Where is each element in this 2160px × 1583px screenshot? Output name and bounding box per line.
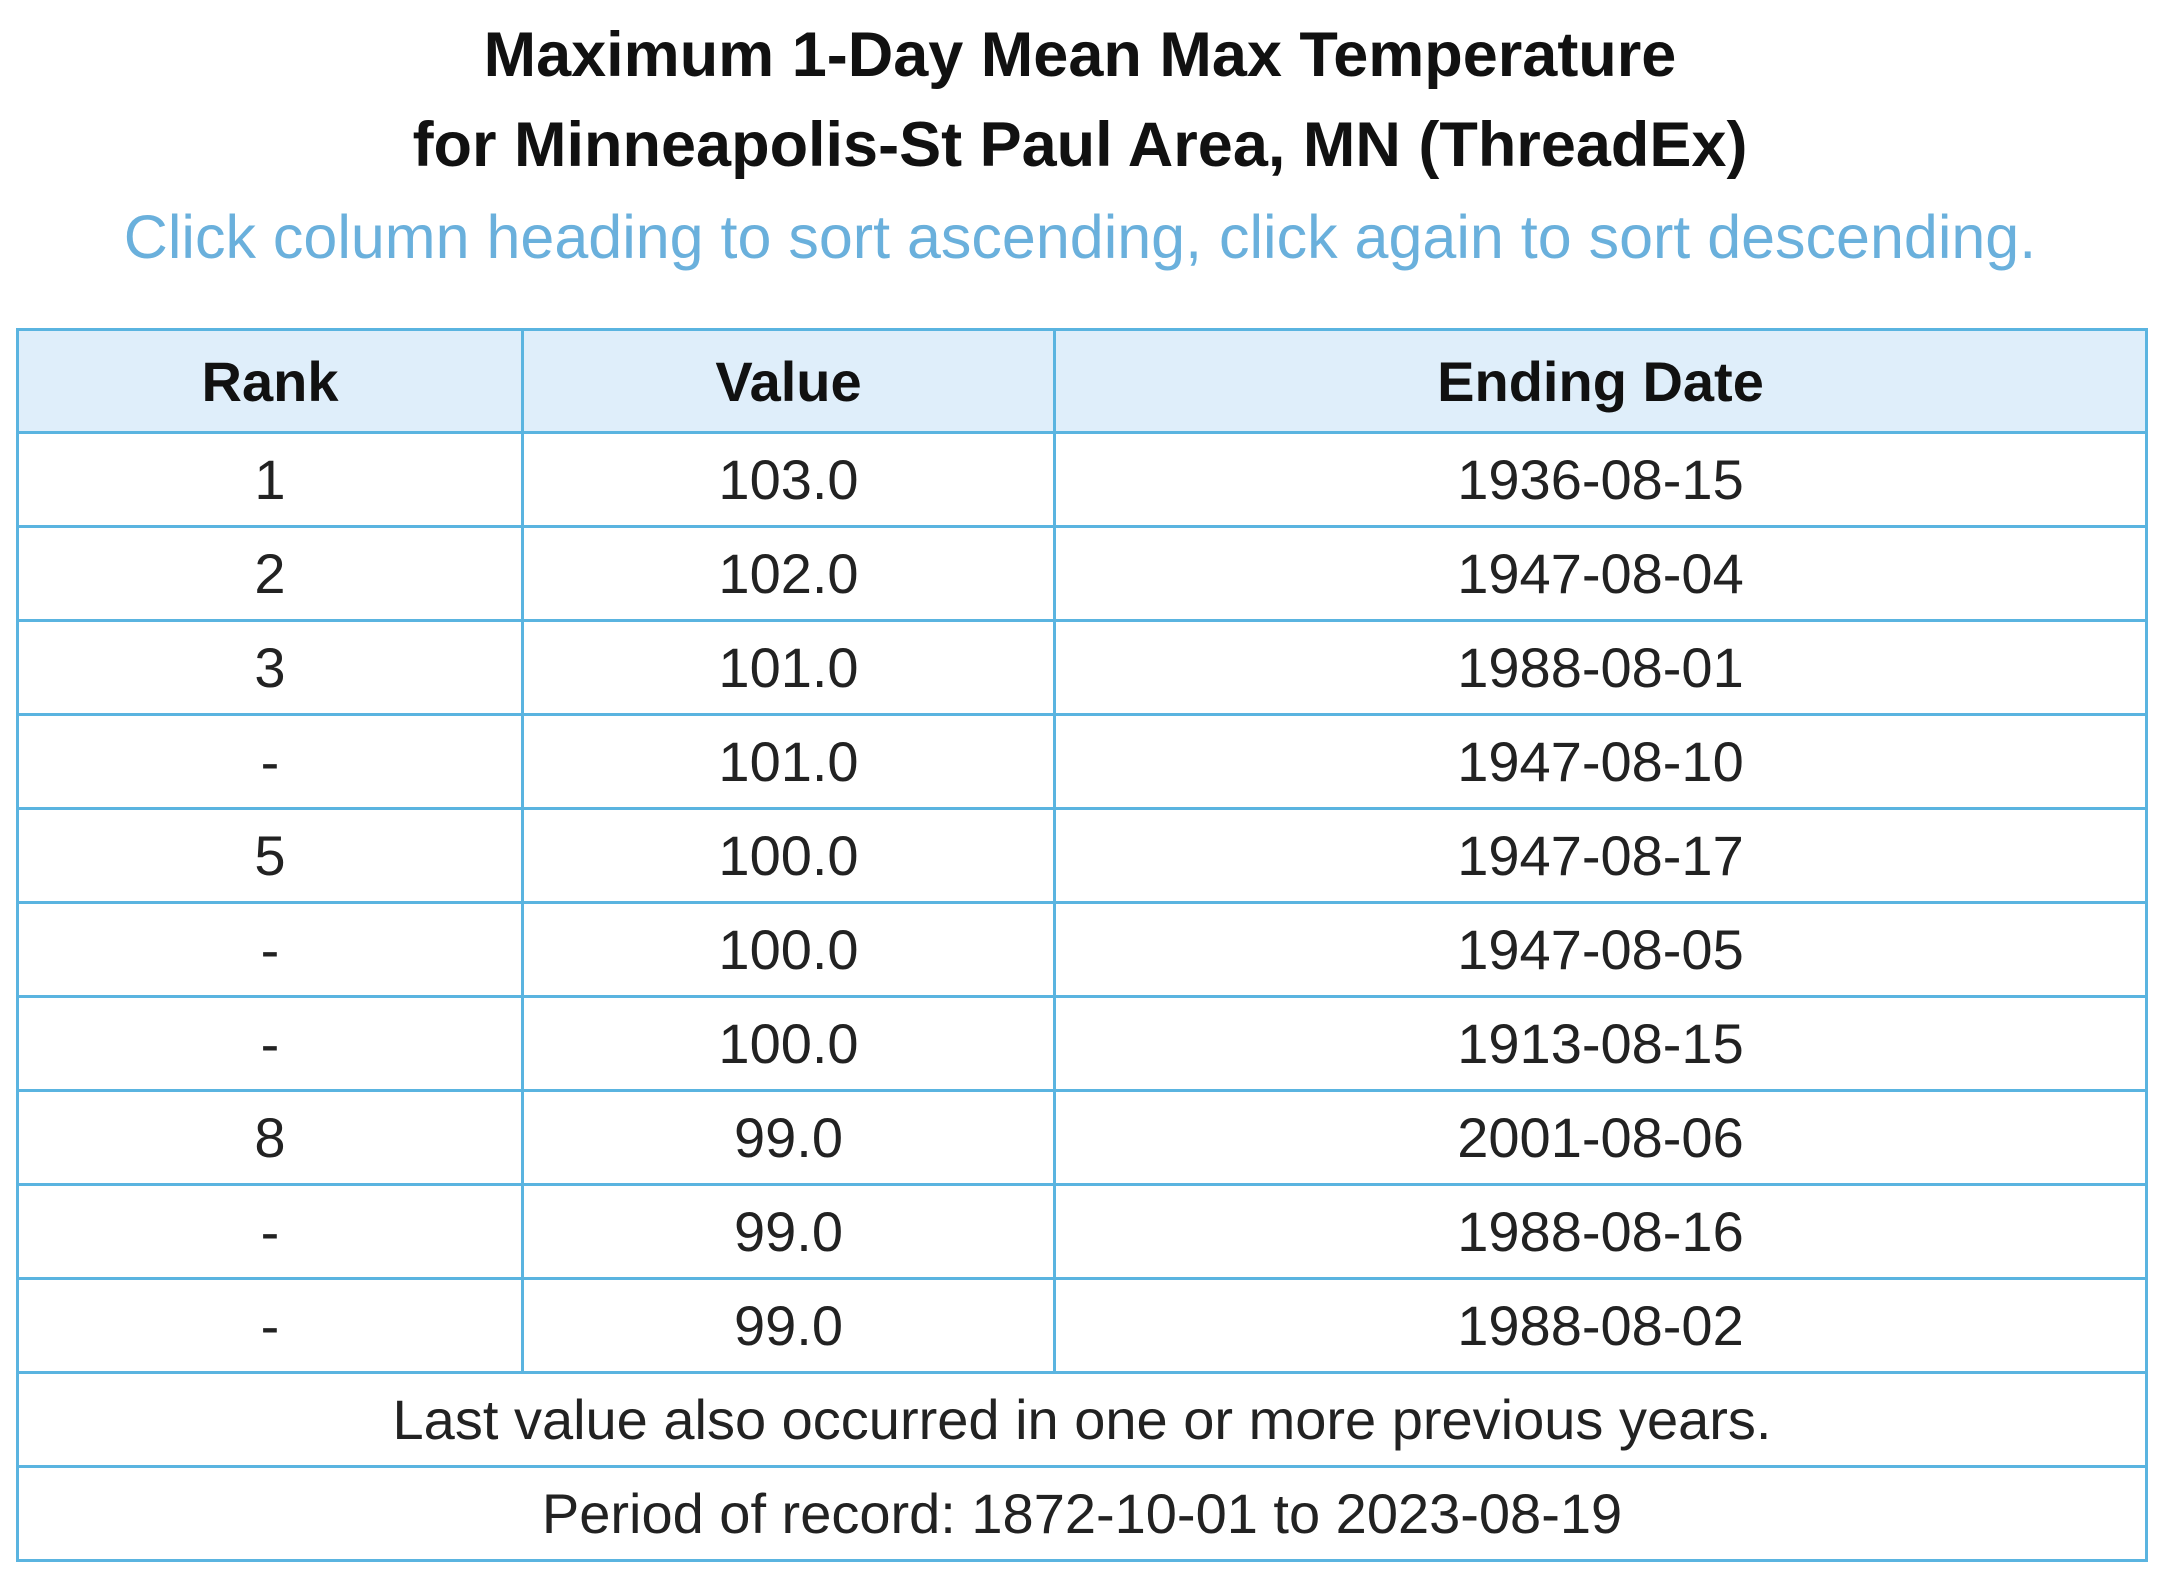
footer-note: Period of record: 1872-10-01 to 2023-08-… bbox=[16, 1465, 2148, 1562]
cell: 100.0 bbox=[521, 995, 1056, 1092]
instruction: Click column heading to sort ascending, … bbox=[123, 203, 2037, 271]
cell: 1947-08-04 bbox=[1053, 525, 2148, 622]
title-line: for Minneapolis-St Paul Area, MN (Thread… bbox=[412, 110, 1748, 180]
cell: 5 bbox=[16, 807, 524, 904]
cell: - bbox=[16, 995, 524, 1092]
cell: 101.0 bbox=[521, 619, 1056, 716]
data-row: 2 102.0 1947-08-04 bbox=[16, 525, 2148, 622]
data-row: -99.0 1988-08-02 bbox=[16, 1277, 2148, 1374]
cell: 1936-08-15 bbox=[1053, 431, 2148, 528]
column-heading[interactable]: Rank bbox=[16, 328, 524, 434]
records-table: Rank Value Ending Date 1 103.0 1936-08-15 2 10… bbox=[16, 328, 2148, 1562]
cell: 100.0 bbox=[521, 807, 1056, 904]
column-heading[interactable]: Value bbox=[521, 328, 1056, 434]
data-row: -100.0 1913-08-15 bbox=[16, 995, 2148, 1092]
cell: 1947-08-10 bbox=[1053, 713, 2148, 810]
cell: 1988-08-01 bbox=[1053, 619, 2148, 716]
data-row: -99.0 1988-08-16 bbox=[16, 1183, 2148, 1280]
footer-row: Period of record: 1872-10-01 to 2023-08-… bbox=[16, 1465, 2148, 1562]
cell: 99.0 bbox=[521, 1089, 1056, 1186]
cell: 1 bbox=[16, 431, 524, 528]
cell: 103.0 bbox=[521, 431, 1056, 528]
cell: 1988-08-16 bbox=[1053, 1183, 2148, 1280]
table-body: 1 103.0 1936-08-15 2 102.0 1947-08-04 3 101.0 19… bbox=[16, 431, 2148, 1562]
data-row: 1 103.0 1936-08-15 bbox=[16, 431, 2148, 528]
cell: - bbox=[16, 713, 524, 810]
data-row: 8 99.0 2001-08-06 bbox=[16, 1089, 2148, 1186]
cell: 102.0 bbox=[521, 525, 1056, 622]
header-row: Rank Value Ending Date bbox=[16, 328, 2148, 434]
title-line: Maximum 1-Day Mean Max Temperature bbox=[483, 20, 1677, 90]
cell: - bbox=[16, 1277, 524, 1374]
cell: 99.0 bbox=[521, 1183, 1056, 1280]
cell: - bbox=[16, 901, 524, 998]
data-row: 5 100.0 1947-08-17 bbox=[16, 807, 2148, 904]
footer-note: Last value also occurred in one or more … bbox=[16, 1371, 2148, 1468]
cell: 1947-08-05 bbox=[1053, 901, 2148, 998]
cell: 99.0 bbox=[521, 1277, 1056, 1374]
cell: 2001-08-06 bbox=[1053, 1089, 2148, 1186]
cell: 2 bbox=[16, 525, 524, 622]
cell: 3 bbox=[16, 619, 524, 716]
data-row: 3 101.0 1988-08-01 bbox=[16, 619, 2148, 716]
cell: 1947-08-17 bbox=[1053, 807, 2148, 904]
footer-row: Last value also occurred in one or more … bbox=[16, 1371, 2148, 1468]
column-heading[interactable]: Ending Date bbox=[1053, 328, 2148, 434]
cell: 101.0 bbox=[521, 713, 1056, 810]
cell: 1988-08-02 bbox=[1053, 1277, 2148, 1374]
cell: 100.0 bbox=[521, 901, 1056, 998]
data-row: -101.0 1947-08-10 bbox=[16, 713, 2148, 810]
cell: 1913-08-15 bbox=[1053, 995, 2148, 1092]
cell: 8 bbox=[16, 1089, 524, 1186]
cell: - bbox=[16, 1183, 524, 1280]
data-row: -100.0 1947-08-05 bbox=[16, 901, 2148, 998]
